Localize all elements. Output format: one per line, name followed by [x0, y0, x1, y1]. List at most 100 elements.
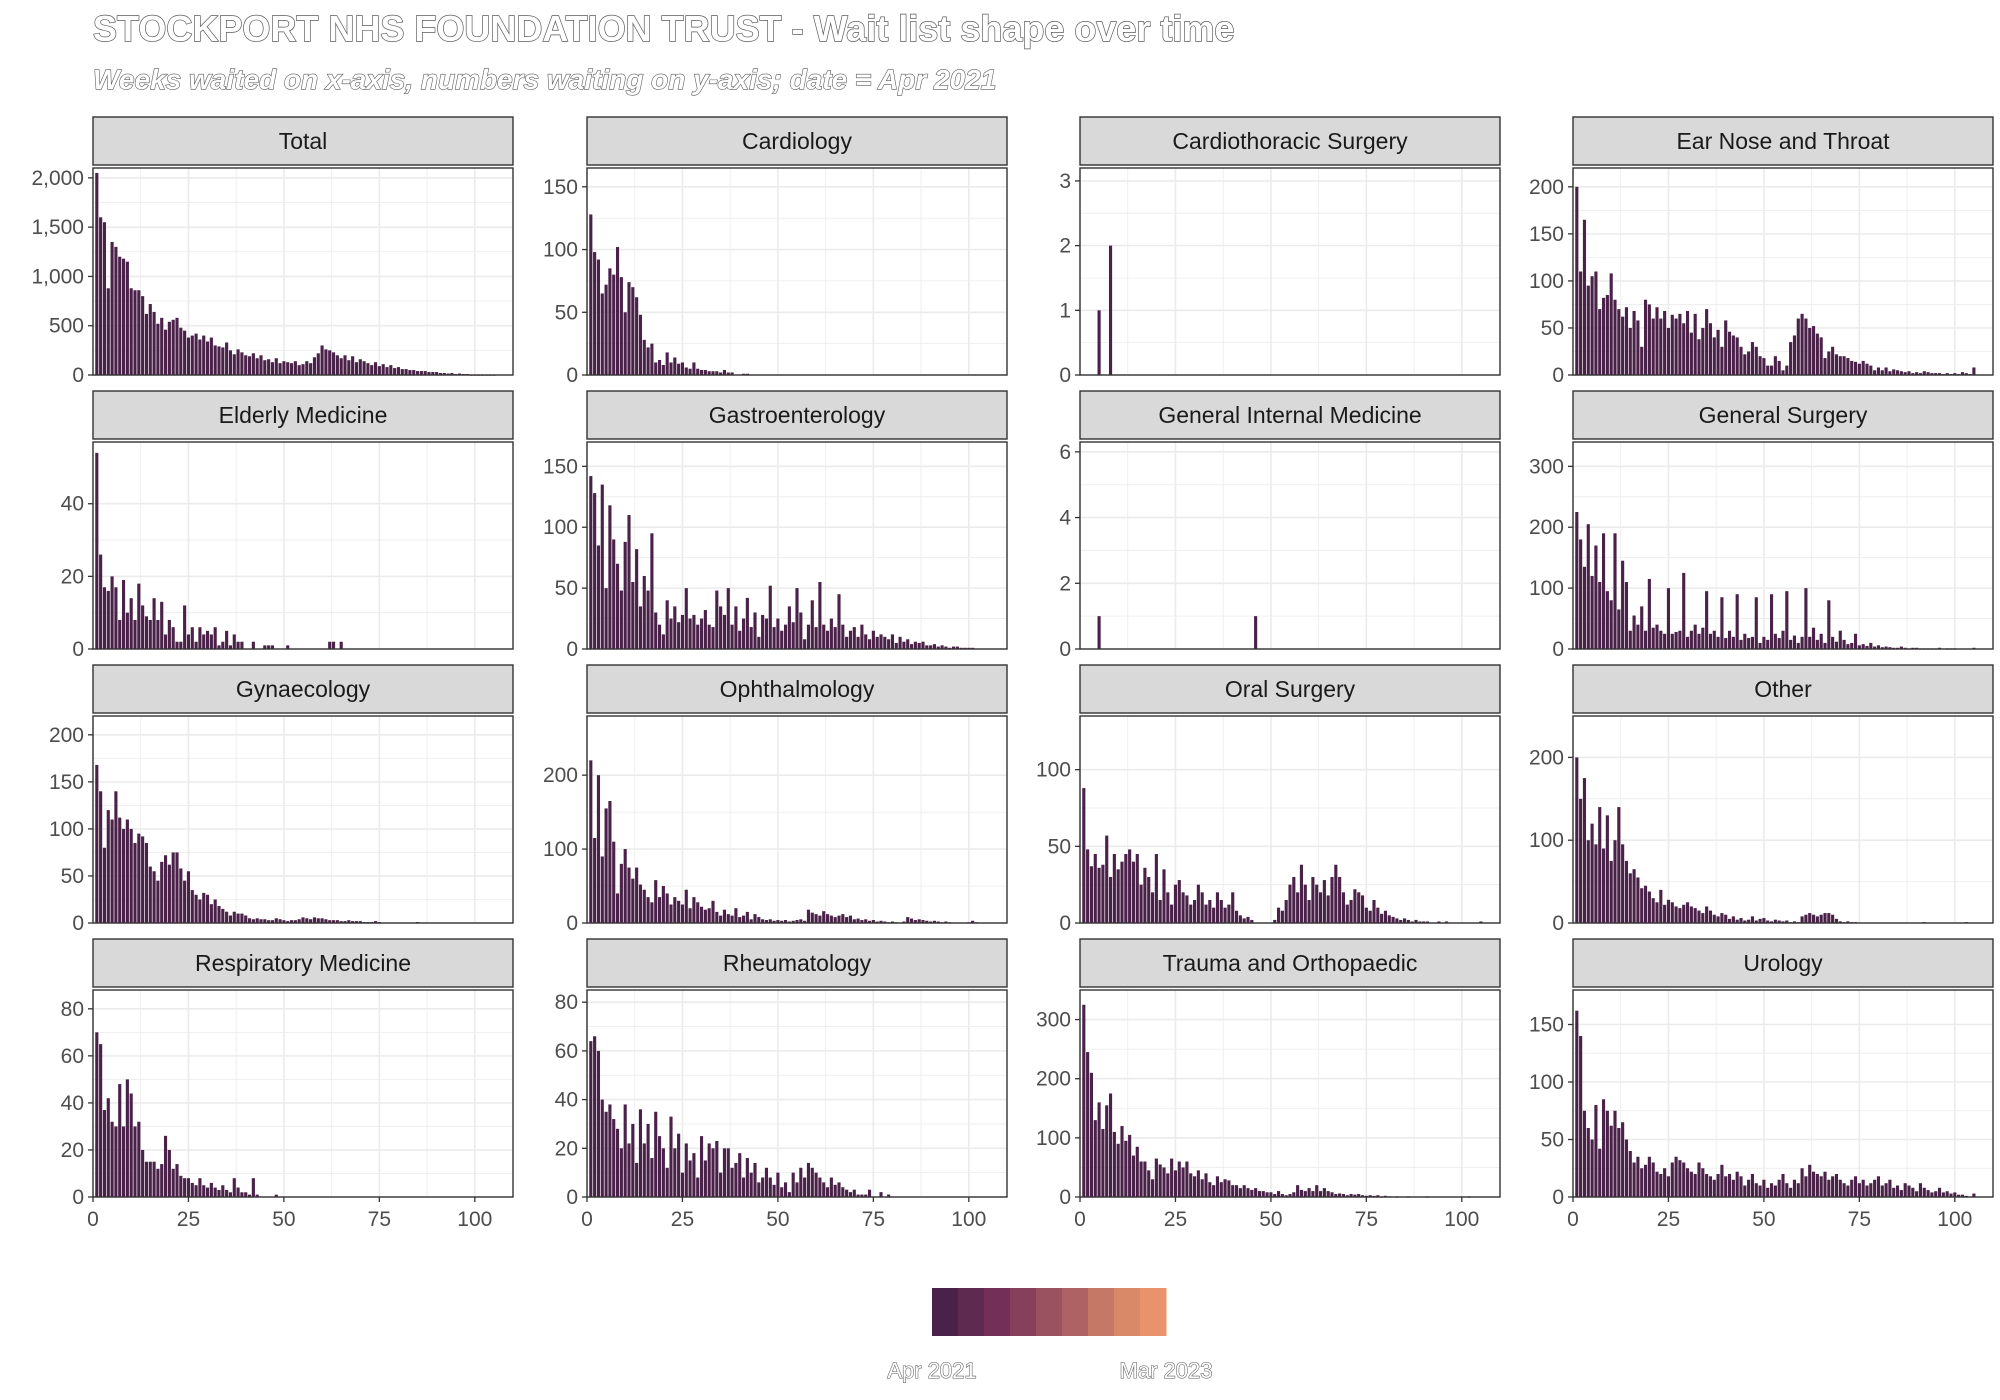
data-bar [623, 312, 627, 375]
facet-panel-rheumatology: Rheumatology 0 20 40 60 80 0 25 50 75 100 [555, 938, 1008, 1231]
data-bar [1815, 916, 1819, 923]
data-bar [1643, 1164, 1648, 1197]
chart-subtitle: Weeks waited on x-axis, numbers waiting … [92, 63, 997, 95]
data-bar [179, 1175, 183, 1197]
data-bar [1624, 860, 1629, 923]
panel-border [1079, 989, 1501, 1198]
data-bar [795, 920, 799, 923]
data-bar [1605, 1110, 1609, 1197]
data-bar [1307, 1188, 1311, 1197]
data-bar [871, 630, 875, 649]
data-bar [1579, 798, 1583, 923]
data-bar [955, 646, 959, 649]
data-bar [125, 261, 129, 375]
data-bar [99, 791, 103, 923]
data-bar [1716, 1174, 1720, 1197]
data-bar [1781, 370, 1785, 375]
data-bar [213, 1187, 217, 1197]
data-bar [719, 915, 723, 923]
data-bar [190, 335, 194, 375]
data-bar [343, 355, 347, 375]
data-bar [370, 365, 374, 375]
y-tick-label: 2,000 [31, 167, 84, 190]
facet-panel-general-surgery: General Surgery 0 100 200 300 [1529, 390, 1994, 661]
data-bar [1918, 373, 1923, 375]
data-bar [1269, 1192, 1273, 1197]
facet-strip-label: General Internal Medicine [1158, 402, 1421, 428]
data-bar [1659, 889, 1663, 923]
data-bar [1303, 1191, 1307, 1197]
y-tick-label: 60 [61, 1045, 84, 1068]
data-bar [1953, 1192, 1957, 1197]
data-bar [1827, 600, 1831, 649]
data-bar [875, 921, 879, 923]
data-bar [1204, 1173, 1208, 1197]
data-bar [1579, 539, 1583, 649]
data-bar [148, 866, 152, 923]
data-bar [1762, 636, 1766, 649]
data-bar [1853, 633, 1858, 649]
data-bar [305, 918, 309, 923]
data-bar [133, 619, 137, 649]
data-bar [270, 920, 275, 923]
data-bar [1276, 1191, 1281, 1197]
data-bar [1831, 1176, 1835, 1197]
y-tick-label: 200 [49, 724, 84, 747]
data-bar [1651, 898, 1655, 923]
data-bar [1880, 647, 1884, 649]
data-bar [1831, 636, 1835, 649]
data-bar [1254, 616, 1258, 649]
data-bar [734, 1162, 738, 1197]
data-bar [1888, 371, 1892, 375]
data-bar [642, 339, 646, 375]
data-bar [837, 915, 841, 923]
data-bar [137, 290, 141, 375]
data-bar [240, 352, 244, 375]
data-bar [1895, 370, 1900, 375]
data-bar [1815, 1174, 1819, 1197]
data-bar [1181, 892, 1185, 923]
data-bar [152, 1161, 156, 1197]
data-bar [612, 1119, 616, 1197]
x-tick-label: 25 [177, 1208, 200, 1231]
data-bar [1907, 371, 1911, 375]
data-bar [221, 1185, 225, 1197]
facet-strip [1572, 938, 1994, 988]
data-bar [1827, 913, 1831, 923]
data-bar [860, 1194, 864, 1197]
data-bar [604, 284, 608, 375]
data-bar [1693, 313, 1697, 375]
data-bar [1731, 636, 1735, 649]
facet-panel-trauma-and-orthopaedic: Trauma and Orthopaedic 0 100 200 300 0 25 50 75 1… [1036, 938, 1501, 1231]
data-bar [1789, 1187, 1793, 1197]
data-bar [1739, 639, 1743, 649]
data-bar [228, 645, 233, 649]
data-bar [1689, 906, 1693, 923]
data-bar [1594, 271, 1598, 375]
data-bar [148, 619, 152, 649]
data-bar [711, 627, 715, 649]
data-bar [1636, 320, 1640, 375]
data-bar [1804, 318, 1808, 375]
data-bar [1097, 1102, 1101, 1197]
data-bar [175, 317, 179, 375]
data-bar [110, 819, 114, 923]
data-bar [1800, 313, 1804, 375]
y-tick-label: 1,000 [31, 265, 84, 288]
data-bar [1754, 1183, 1758, 1197]
facet-panel-ophthalmology: Ophthalmology 0 100 200 [543, 664, 1008, 935]
data-bar [110, 241, 114, 375]
data-bar [703, 909, 707, 923]
data-bar [764, 618, 769, 649]
data-bar [1334, 864, 1338, 923]
data-bar [1601, 848, 1606, 923]
data-bar [114, 246, 118, 375]
data-bar [1124, 1140, 1128, 1197]
data-bar [236, 1187, 240, 1197]
data-bar [1663, 904, 1667, 923]
data-bar [1850, 1179, 1854, 1197]
legend-start-label: Apr 2021 [887, 1358, 976, 1383]
data-bar [1926, 1190, 1930, 1197]
data-bar [209, 904, 213, 923]
data-bar [1693, 624, 1697, 649]
